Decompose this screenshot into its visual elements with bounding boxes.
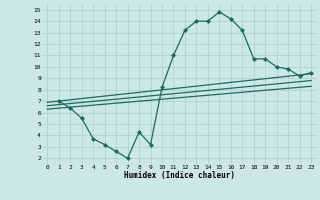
X-axis label: Humidex (Indice chaleur): Humidex (Indice chaleur) [124, 171, 235, 180]
